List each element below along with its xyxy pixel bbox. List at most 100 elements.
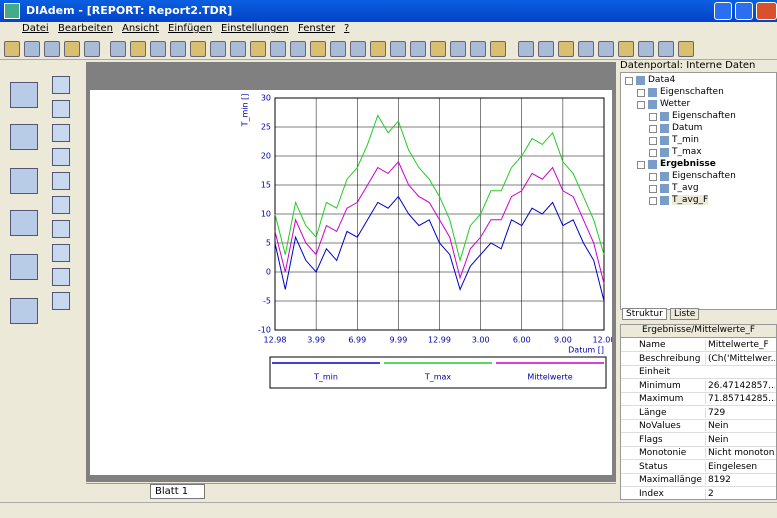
toolbar-button[interactable] [210, 41, 226, 57]
property-row[interactable] [621, 420, 776, 433]
property-row[interactable] [621, 461, 776, 474]
tree-item[interactable]: Eigenschaften [672, 111, 736, 121]
toolbar-button[interactable] [638, 41, 654, 57]
toolbar-button[interactable] [330, 41, 346, 57]
menu-item[interactable]: Datei [22, 23, 49, 34]
menu-item[interactable]: ? [344, 23, 350, 34]
tree-expander[interactable] [649, 137, 657, 145]
tool-button[interactable] [52, 100, 70, 118]
toolbar-button[interactable] [230, 41, 246, 57]
toolbar-button[interactable] [130, 41, 146, 57]
toolbar-button[interactable] [190, 41, 206, 57]
portal-tab[interactable]: Liste [670, 308, 700, 320]
tree-item[interactable]: Ergebnisse [660, 159, 716, 169]
tree-item[interactable]: Wetter [660, 99, 691, 109]
toolbar-button[interactable] [24, 41, 40, 57]
tree-expander[interactable] [637, 161, 645, 169]
tool-button[interactable] [52, 244, 70, 262]
toolbar-button[interactable] [150, 41, 166, 57]
toolbar-button[interactable] [310, 41, 326, 57]
tool-button[interactable] [10, 168, 38, 194]
property-row[interactable] [621, 339, 776, 352]
toolbar-button[interactable] [470, 41, 486, 57]
toolbar-button[interactable] [350, 41, 366, 57]
menu-item[interactable]: Einfügen [168, 23, 213, 34]
property-row[interactable] [621, 447, 776, 460]
toolbar-button[interactable] [170, 41, 186, 57]
tool-button[interactable] [52, 196, 70, 214]
toolbar-button[interactable] [578, 41, 594, 57]
toolbar-button[interactable] [250, 41, 266, 57]
property-row[interactable] [621, 393, 776, 406]
tree-item[interactable]: T_min [672, 135, 699, 145]
tool-button[interactable] [52, 292, 70, 310]
toolbar-button[interactable] [558, 41, 574, 57]
toolbar-button[interactable] [64, 41, 80, 57]
portal-header: Datenportal: Interne Daten [620, 60, 777, 72]
toolbar-button[interactable] [44, 41, 60, 57]
toolbar-button[interactable] [110, 41, 126, 57]
tree-expander[interactable] [649, 197, 657, 205]
tree-item[interactable]: T_max [672, 147, 702, 157]
tool-button[interactable] [52, 148, 70, 166]
tool-button[interactable] [52, 172, 70, 190]
tree-icon [648, 100, 657, 109]
toolbar-button[interactable] [290, 41, 306, 57]
toolbar-button[interactable] [618, 41, 634, 57]
toolbar-button[interactable] [678, 41, 694, 57]
property-row[interactable] [621, 434, 776, 447]
tree-item[interactable]: Eigenschaften [660, 87, 724, 97]
tool-button[interactable] [10, 124, 38, 150]
tree-expander[interactable] [649, 149, 657, 157]
tool-button[interactable] [10, 298, 38, 324]
toolbar-button[interactable] [4, 41, 20, 57]
tool-button[interactable] [10, 82, 38, 108]
toolbar-button[interactable] [430, 41, 446, 57]
toolbar-button[interactable] [270, 41, 286, 57]
toolbar-button[interactable] [658, 41, 674, 57]
tree-expander[interactable] [649, 185, 657, 193]
toolbar-button[interactable] [598, 41, 614, 57]
tree-expander[interactable] [637, 101, 645, 109]
property-row[interactable] [621, 366, 776, 379]
tree-item[interactable]: Datum [672, 123, 703, 133]
minimize-button[interactable] [714, 2, 732, 20]
property-value: 71.85714285... [705, 394, 775, 404]
property-row[interactable] [621, 407, 776, 420]
toolbar-button[interactable] [390, 41, 406, 57]
tree-item[interactable]: T_avg [672, 183, 699, 193]
toolbar-button[interactable] [410, 41, 426, 57]
tree-expander[interactable] [649, 113, 657, 121]
menu-item[interactable]: Einstellungen [221, 23, 289, 34]
property-row[interactable] [621, 353, 776, 366]
menu-item[interactable]: Bearbeiten [58, 23, 113, 34]
toolbar-button[interactable] [370, 41, 386, 57]
tree-item[interactable]: Eigenschaften [672, 171, 736, 181]
portal-tab[interactable]: Struktur [622, 308, 667, 320]
toolbar-button[interactable] [490, 41, 506, 57]
maximize-button[interactable] [735, 2, 753, 20]
tree-expander[interactable] [649, 173, 657, 181]
tree-expander[interactable] [637, 89, 645, 97]
tool-button[interactable] [52, 76, 70, 94]
property-row[interactable] [621, 380, 776, 393]
tool-button[interactable] [52, 220, 70, 238]
property-row[interactable] [621, 474, 776, 487]
toolbar-button[interactable] [84, 41, 100, 57]
tree-item[interactable]: T_avg_F [672, 195, 709, 205]
tree-expander[interactable] [649, 125, 657, 133]
close-button[interactable] [756, 2, 777, 20]
tool-button[interactable] [10, 210, 38, 236]
sheet-tab[interactable]: Blatt 1 [150, 484, 205, 499]
tool-button[interactable] [52, 124, 70, 142]
tool-button[interactable] [10, 254, 38, 280]
toolbar-button[interactable] [538, 41, 554, 57]
tree-item[interactable]: Data4 [648, 75, 676, 85]
tool-button[interactable] [52, 268, 70, 286]
menu-item[interactable]: Ansicht [122, 23, 159, 34]
toolbar-button[interactable] [518, 41, 534, 57]
toolbar-button[interactable] [450, 41, 466, 57]
tree-expander[interactable] [625, 77, 633, 85]
menu-item[interactable]: Fenster [298, 23, 336, 34]
